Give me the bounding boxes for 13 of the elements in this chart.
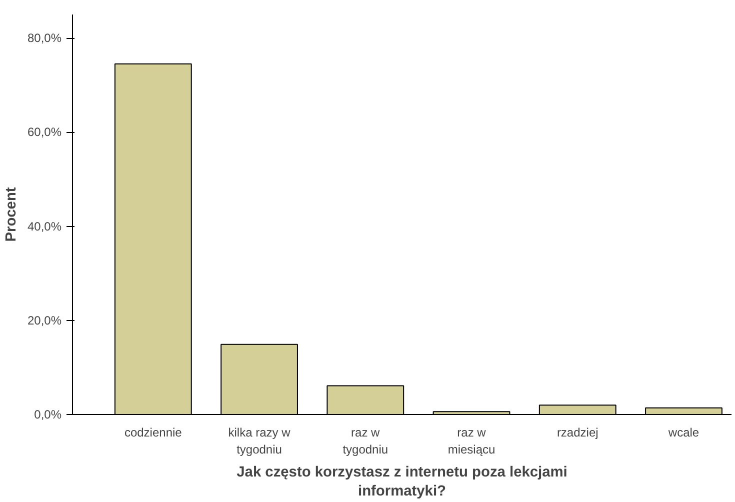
y-tick-label: 40,0% [27, 219, 62, 234]
x-tick-label: wcale [667, 426, 700, 440]
y-axis-title: Procent [3, 187, 20, 242]
y-tick-label: 80,0% [27, 31, 62, 46]
x-tick-label: rzadziej [556, 426, 598, 440]
y-tick-label: 0,0% [34, 408, 62, 422]
x-tick-label: raz w miesiącu [448, 426, 496, 456]
x-tick-label: raz w tygodniu [342, 426, 388, 456]
y-tick-label: 20,0% [27, 313, 62, 328]
x-tick-label: kilka razy w tygodniu [228, 426, 291, 456]
y-tick-label: 60,0% [27, 125, 62, 140]
x-axis-title: Jak często korzystasz z internetu poza lekcjami informatyki? [236, 464, 568, 500]
x-tick-label: codziennie [124, 426, 182, 440]
